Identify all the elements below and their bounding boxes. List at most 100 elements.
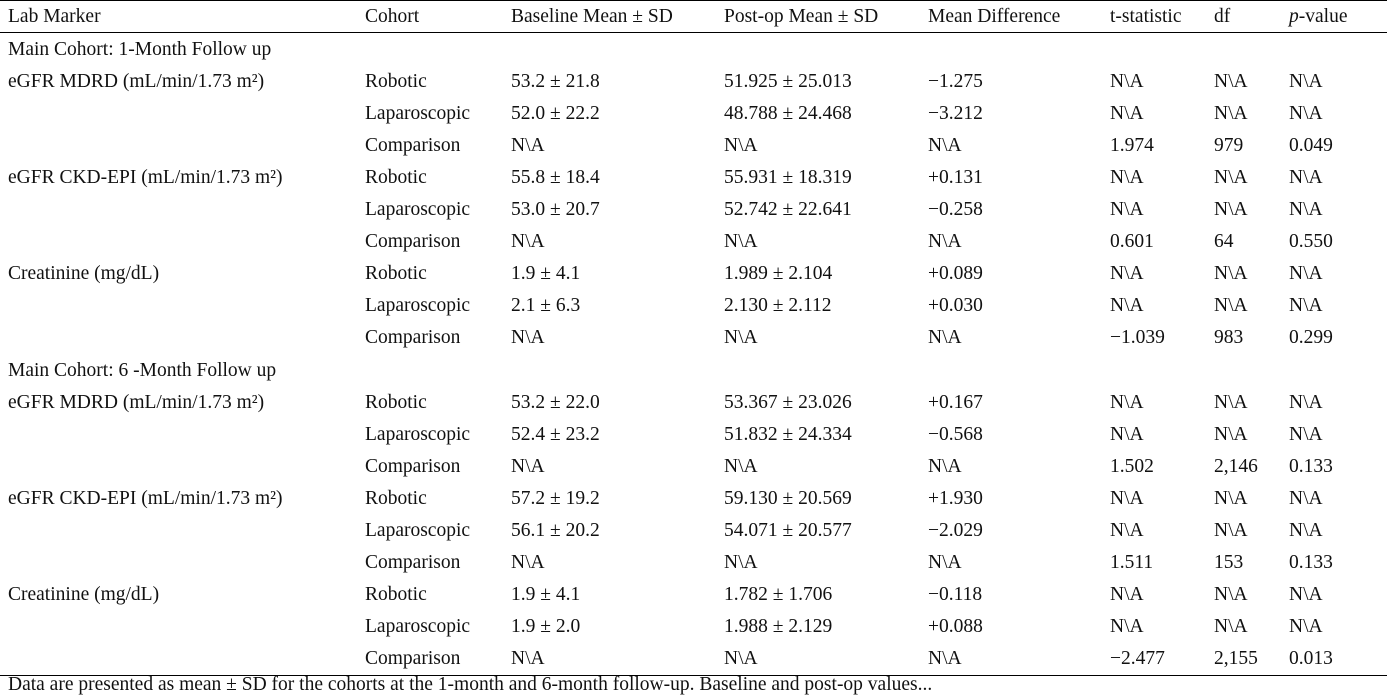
lab-marker-cell (0, 643, 357, 676)
p-value-cell: N\A (1289, 584, 1323, 605)
baseline-cell: 56.1 ± 20.2 (511, 520, 600, 541)
cohort-cell: Robotic (365, 167, 427, 188)
df-cell: 983 (1214, 327, 1244, 348)
table-row: Laparoscopic 1.9 ± 2.0 1.988 ± 2.129 +0.088… (0, 611, 1387, 643)
header-lab-marker: Lab Marker (0, 2, 357, 33)
p-value-cell: 0.013 (1281, 643, 1387, 676)
t-statistic-cell: N\A (1110, 520, 1144, 541)
baseline-cell: 2.1 ± 6.3 (511, 295, 581, 316)
table-row: Creatinine (mg/dL) Robotic 1.9 ± 4.1 1.782 … (0, 579, 1387, 611)
t-statistic-cell: N\A (1110, 71, 1144, 92)
df-cell: N\A (1214, 167, 1248, 188)
lab-marker-cell (0, 419, 357, 451)
table-row: eGFR MDRD (mL/min/1.73 m²) Robotic 53.2 ± … (0, 66, 1387, 98)
t-statistic-cell: N\A (1110, 103, 1144, 124)
mean-difference-cell: −1.275 (928, 71, 983, 92)
table-row: Comparison N\A N\A N\A −1.039 983 0.299 (0, 322, 1387, 354)
t-statistic-cell: −1.039 (1110, 327, 1165, 348)
df-cell: N\A (1214, 263, 1248, 284)
table-row: Laparoscopic 53.0 ± 20.7 52.742 ± 22.641 −0… (0, 194, 1387, 226)
t-statistic-cell: 1.502 (1110, 456, 1154, 477)
mean-difference-cell: −2.029 (928, 520, 983, 541)
section-header-row: Main Cohort: 1-Month Follow up (0, 33, 1387, 67)
lab-marker-cell (0, 547, 357, 579)
p-value-cell: N\A (1289, 488, 1323, 509)
p-value-cell: N\A (1289, 616, 1323, 637)
lab-marker-cell: eGFR MDRD (mL/min/1.73 m²) (8, 71, 265, 92)
cohort-cell: Robotic (365, 263, 427, 284)
df-cell: N\A (1214, 488, 1248, 509)
baseline-cell: N\A (511, 327, 545, 348)
cohort-cell: Comparison (365, 231, 461, 252)
table-row: Laparoscopic 52.4 ± 23.2 51.832 ± 24.334 −0… (0, 419, 1387, 451)
baseline-cell: 1.9 ± 2.0 (511, 616, 581, 637)
baseline-cell: 57.2 ± 19.2 (511, 488, 600, 509)
header-postop: Post-op Mean ± SD (716, 2, 920, 33)
df-cell: 2,155 (1206, 643, 1281, 676)
lab-marker-cell (0, 226, 357, 258)
postop-cell: N\A (724, 327, 758, 348)
df-cell: N\A (1214, 199, 1248, 220)
t-statistic-cell: −2.477 (1102, 643, 1206, 676)
p-value-cell: N\A (1289, 392, 1323, 413)
lab-marker-cell: eGFR MDRD (mL/min/1.73 m²) (8, 392, 265, 413)
cohort-cell: Laparoscopic (365, 424, 471, 445)
t-statistic-cell: N\A (1110, 616, 1144, 637)
postop-cell: 2.130 ± 2.112 (724, 295, 832, 316)
header-p-letter: p (1289, 6, 1299, 27)
header-mean-difference: Mean Difference (920, 2, 1102, 33)
table-top-rule (0, 0, 1387, 1)
baseline-cell: N\A (511, 231, 545, 252)
baseline-cell: 53.0 ± 20.7 (511, 199, 600, 220)
header-df: df (1206, 2, 1281, 33)
lab-marker-cell (0, 322, 357, 354)
table-row: Laparoscopic 2.1 ± 6.3 2.130 ± 2.112 +0.030… (0, 290, 1387, 322)
lab-marker-cell (0, 98, 357, 130)
postop-cell: 51.925 ± 25.013 (724, 71, 852, 92)
lab-marker-cell (0, 611, 357, 643)
df-cell: 979 (1214, 135, 1244, 156)
postop-cell: 48.788 ± 24.468 (724, 103, 852, 124)
lab-marker-cell: Creatinine (mg/dL) (8, 263, 160, 284)
postop-cell: 51.832 ± 24.334 (724, 424, 852, 445)
lab-marker-cell: Creatinine (mg/dL) (8, 584, 160, 605)
baseline-cell: 1.9 ± 4.1 (511, 263, 581, 284)
baseline-cell: N\A (511, 456, 545, 477)
section-header-row: Main Cohort: 6 -Month Follow up (0, 354, 1387, 387)
postop-cell: 1.989 ± 2.104 (724, 263, 833, 284)
baseline-cell: 52.4 ± 23.2 (511, 424, 600, 445)
p-value-cell: 0.550 (1289, 231, 1333, 252)
t-statistic-cell: N\A (1110, 424, 1144, 445)
p-value-cell: N\A (1289, 520, 1323, 541)
t-statistic-cell: 1.511 (1110, 552, 1154, 573)
baseline-cell: 52.0 ± 22.2 (511, 103, 600, 124)
lab-marker-cell: eGFR CKD-EPI (mL/min/1.73 m²) (8, 167, 283, 188)
t-statistic-cell: 1.974 (1110, 135, 1154, 156)
cohort-cell: Comparison (365, 327, 461, 348)
cohort-cell: Robotic (365, 584, 427, 605)
p-value-cell: N\A (1289, 71, 1323, 92)
postop-cell: N\A (724, 231, 758, 252)
cohort-cell: Comparison (365, 552, 461, 573)
mean-difference-cell: −0.118 (928, 584, 983, 605)
postop-cell: N\A (724, 135, 758, 156)
postop-cell: N\A (716, 643, 920, 676)
baseline-cell: N\A (511, 135, 545, 156)
cohort-cell: Laparoscopic (365, 616, 471, 637)
p-value-cell: 0.133 (1289, 456, 1333, 477)
table-row: Creatinine (mg/dL) Robotic 1.9 ± 4.1 1.989 … (0, 258, 1387, 290)
mean-difference-cell: N\A (928, 231, 962, 252)
mean-difference-cell: N\A (920, 643, 1102, 676)
baseline-cell: N\A (511, 552, 545, 573)
mean-difference-cell: N\A (928, 552, 962, 573)
cohort-cell: Robotic (365, 71, 427, 92)
t-statistic-cell: 0.601 (1110, 231, 1154, 252)
mean-difference-cell: −0.568 (928, 424, 983, 445)
table-row: eGFR CKD-EPI (mL/min/1.73 m²) Robotic 57.2… (0, 483, 1387, 515)
baseline-cell: 55.8 ± 18.4 (511, 167, 600, 188)
table-body: Main Cohort: 1-Month Follow up eGFR MDRD … (0, 33, 1387, 676)
header-row: Lab Marker Cohort Baseline Mean ± SD Pos… (0, 2, 1387, 33)
t-statistic-cell: N\A (1110, 167, 1144, 188)
baseline-cell: 53.2 ± 21.8 (511, 71, 600, 92)
cohort-cell: Laparoscopic (365, 199, 471, 220)
